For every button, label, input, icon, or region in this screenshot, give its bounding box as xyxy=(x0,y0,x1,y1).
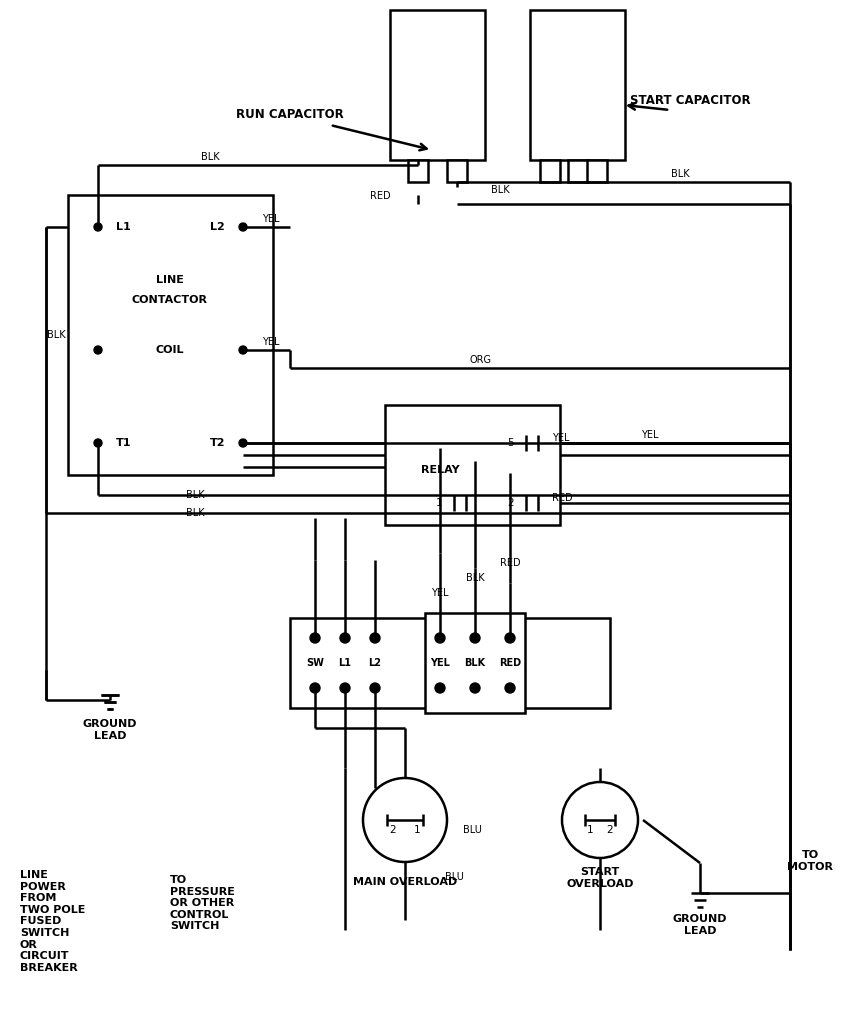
Text: BLK: BLK xyxy=(466,573,484,583)
Text: GROUND
LEAD: GROUND LEAD xyxy=(82,719,137,740)
Circle shape xyxy=(94,439,102,447)
Circle shape xyxy=(340,633,350,643)
Text: 1: 1 xyxy=(435,498,442,508)
Circle shape xyxy=(370,633,380,643)
Text: 1: 1 xyxy=(414,825,420,835)
Circle shape xyxy=(370,683,380,693)
Text: L2: L2 xyxy=(210,222,225,232)
Bar xyxy=(68,195,273,475)
Text: BLK: BLK xyxy=(464,658,486,668)
Text: RED: RED xyxy=(370,191,390,201)
Text: BLK: BLK xyxy=(201,152,220,162)
Circle shape xyxy=(435,683,445,693)
Text: TO
PRESSURE
OR OTHER
CONTROL
SWITCH: TO PRESSURE OR OTHER CONTROL SWITCH xyxy=(170,874,235,932)
Text: YEL: YEL xyxy=(263,337,280,347)
Circle shape xyxy=(470,683,480,693)
Text: YEL: YEL xyxy=(641,430,659,440)
Bar xyxy=(290,618,610,708)
Circle shape xyxy=(505,683,515,693)
Text: BLK: BLK xyxy=(671,169,689,179)
Bar xyxy=(408,160,428,182)
Text: BLK: BLK xyxy=(491,185,510,195)
Text: BLK: BLK xyxy=(185,490,204,500)
Text: START CAPACITOR: START CAPACITOR xyxy=(630,93,750,106)
Circle shape xyxy=(239,439,247,447)
Text: TO
MOTOR: TO MOTOR xyxy=(787,850,833,871)
Bar xyxy=(568,160,588,182)
Circle shape xyxy=(239,346,247,354)
Text: RED: RED xyxy=(499,558,520,568)
Text: MAIN OVERLOAD: MAIN OVERLOAD xyxy=(353,877,457,887)
Text: L2: L2 xyxy=(368,658,382,668)
Text: START
OVERLOAD: START OVERLOAD xyxy=(566,867,634,889)
Text: YEL: YEL xyxy=(263,214,280,224)
Text: BLU: BLU xyxy=(445,872,464,882)
Circle shape xyxy=(94,346,102,354)
Text: 2: 2 xyxy=(390,825,396,835)
Text: ORG: ORG xyxy=(469,355,491,365)
Text: BLU: BLU xyxy=(463,825,482,835)
Text: RED: RED xyxy=(552,493,572,503)
Circle shape xyxy=(94,223,102,231)
Text: T1: T1 xyxy=(116,438,131,449)
Circle shape xyxy=(435,633,445,643)
Circle shape xyxy=(310,633,320,643)
Text: LINE: LINE xyxy=(156,275,184,285)
Text: CONTACTOR: CONTACTOR xyxy=(132,295,208,305)
Text: L1: L1 xyxy=(339,658,352,668)
Circle shape xyxy=(470,633,480,643)
Bar xyxy=(530,10,625,160)
Text: GROUND
LEAD: GROUND LEAD xyxy=(673,914,728,936)
Bar xyxy=(587,160,607,182)
Bar xyxy=(447,160,467,182)
Text: RED: RED xyxy=(499,658,521,668)
Bar xyxy=(385,406,560,525)
Text: COIL: COIL xyxy=(156,345,184,355)
Text: L1: L1 xyxy=(116,222,130,232)
Text: YEL: YEL xyxy=(430,658,450,668)
Bar xyxy=(390,10,485,160)
Text: YEL: YEL xyxy=(552,433,570,443)
Circle shape xyxy=(363,778,447,862)
Text: 2: 2 xyxy=(607,825,613,835)
Text: LINE
POWER
FROM
TWO POLE
FUSED
SWITCH
OR
CIRCUIT
BREAKER: LINE POWER FROM TWO POLE FUSED SWITCH OR… xyxy=(20,870,86,973)
Text: RELAY: RELAY xyxy=(420,465,459,475)
Text: YEL: YEL xyxy=(432,588,449,598)
Bar xyxy=(425,613,525,713)
Text: 1: 1 xyxy=(587,825,594,835)
Circle shape xyxy=(505,633,515,643)
Text: SW: SW xyxy=(306,658,324,668)
Text: RUN CAPACITOR: RUN CAPACITOR xyxy=(236,109,344,122)
Text: 5: 5 xyxy=(507,438,514,449)
Circle shape xyxy=(340,683,350,693)
Circle shape xyxy=(239,223,247,231)
Circle shape xyxy=(562,782,638,858)
Bar xyxy=(540,160,560,182)
Text: 2: 2 xyxy=(507,498,514,508)
Text: BLK: BLK xyxy=(185,508,204,518)
Circle shape xyxy=(310,683,320,693)
Text: BLK: BLK xyxy=(46,330,65,340)
Text: T2: T2 xyxy=(209,438,225,449)
